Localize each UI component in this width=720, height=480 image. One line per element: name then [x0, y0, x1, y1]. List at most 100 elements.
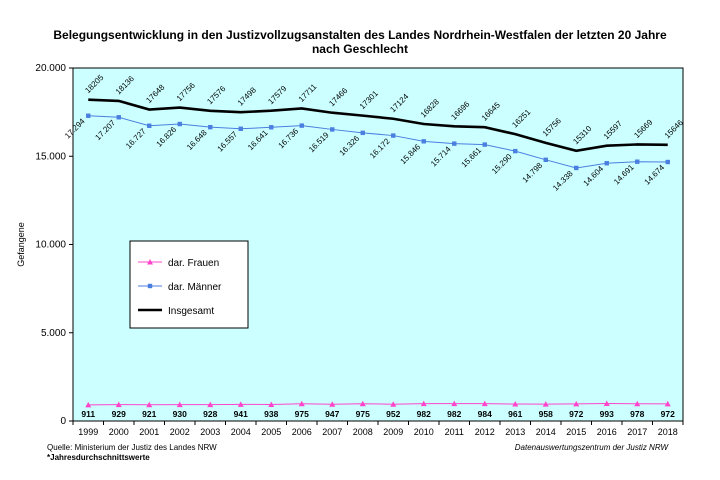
data-label-frauen: 921 [142, 409, 156, 419]
source-note: Quelle: Ministerium der Justiz des Lande… [47, 443, 217, 452]
data-label-frauen: 982 [447, 409, 461, 419]
x-tick-label: 2004 [231, 427, 251, 437]
x-tick-label: 2001 [139, 427, 159, 437]
data-label-frauen: 984 [478, 409, 492, 419]
x-tick-label: 2017 [627, 427, 647, 437]
data-label-frauen: 993 [600, 409, 614, 419]
data-label-frauen: 958 [539, 409, 553, 419]
data-point-frauen [207, 401, 214, 408]
data-point-frauen [603, 400, 610, 406]
x-tick-label: 2005 [261, 427, 281, 437]
x-tick-label: 2013 [505, 427, 525, 437]
x-tick-label: 2002 [170, 427, 190, 437]
data-point-frauen [146, 401, 153, 408]
data-point-frauen [481, 400, 488, 407]
legend-label-frauen: dar. Frauen [168, 258, 219, 269]
data-label-frauen: 929 [112, 409, 126, 419]
data-point-frauen [664, 400, 671, 407]
data-point-maenner [330, 127, 335, 132]
x-tick-label: 2000 [109, 427, 129, 437]
legend-marker-maenner [147, 283, 153, 289]
data-label-frauen: 975 [356, 409, 370, 419]
data-point-frauen [359, 400, 366, 407]
data-label-frauen: 911 [81, 409, 95, 419]
y-axis-label: Gefangene [16, 222, 26, 267]
data-point-maenner [665, 159, 670, 165]
x-tick-label: 2014 [536, 427, 556, 437]
y-tick-label: 5.000 [41, 328, 66, 339]
data-label-frauen: 952 [386, 409, 400, 419]
data-point-frauen [115, 401, 122, 408]
x-tick-label: 2006 [292, 427, 312, 437]
data-point-maenner [360, 130, 365, 136]
data-point-frauen [512, 401, 519, 407]
data-point-frauen [542, 401, 549, 407]
data-point-maenner [147, 123, 152, 128]
x-tick-label: 2018 [658, 427, 678, 437]
data-point-maenner [208, 124, 213, 130]
data-point-frauen [237, 401, 244, 407]
data-point-maenner [299, 123, 304, 128]
data-point-maenner [116, 115, 121, 120]
legend-marker-frauen [147, 259, 153, 265]
data-label-frauen: 928 [203, 409, 217, 419]
data-point-frauen [298, 400, 305, 407]
chart-title-line1: Belegungsentwicklung in den Justizvollzu… [53, 28, 667, 42]
data-point-maenner [177, 121, 182, 127]
x-tick-label: 2012 [475, 427, 495, 437]
x-tick-label: 1999 [78, 427, 98, 437]
data-point-frauen [268, 401, 275, 407]
data-point-maenner [604, 161, 609, 166]
legend-label-maenner: dar. Männer [168, 282, 222, 293]
data-point-maenner [513, 148, 518, 154]
data-label-frauen: 961 [508, 409, 522, 419]
data-label-frauen: 982 [417, 409, 431, 419]
data-label-frauen: 972 [661, 409, 675, 419]
data-point-frauen [390, 401, 397, 407]
y-tick-label: 15.000 [35, 151, 66, 162]
data-point-maenner [86, 113, 91, 118]
x-tick-label: 2003 [200, 427, 220, 437]
data-point-maenner [269, 125, 274, 130]
x-tick-label: 2010 [414, 427, 434, 437]
series-line-insgesamt [88, 98, 668, 153]
x-tick-label: 2009 [383, 427, 403, 437]
data-point-maenner [421, 139, 426, 144]
data-point-frauen [329, 401, 336, 407]
footnote: *Jahresdurchschnittswerte [47, 453, 150, 462]
series-line-maenner [88, 115, 668, 169]
y-tick-label: 0 [60, 416, 66, 427]
data-point-frauen [85, 401, 92, 408]
x-tick-label: 2015 [566, 427, 586, 437]
data-label-frauen: 947 [325, 409, 339, 419]
data-label-frauen: 938 [264, 409, 278, 419]
legend-label-insgesamt: Insgesamt [168, 306, 214, 317]
data-point-frauen [420, 400, 427, 407]
data-point-maenner [543, 157, 548, 163]
data-point-frauen [176, 401, 183, 408]
data-label-frauen: 930 [173, 409, 187, 419]
organization-credit: Datenauswertungszentrum der Justiz NRW [514, 443, 668, 452]
data-point-frauen [634, 400, 641, 407]
y-tick-label: 20.000 [35, 63, 66, 74]
data-label-frauen: 972 [569, 409, 583, 419]
data-point-maenner [482, 142, 487, 147]
data-label-frauen: 975 [295, 409, 309, 419]
y-tick-label: 10.000 [35, 240, 66, 251]
x-tick-label: 2007 [322, 427, 342, 437]
data-point-maenner [238, 126, 243, 131]
data-label-frauen: 941 [234, 409, 248, 419]
x-tick-label: 2016 [597, 427, 617, 437]
data-point-maenner [391, 133, 396, 138]
x-tick-label: 2008 [353, 427, 373, 437]
chart-title-line2: nach Geschlecht [311, 42, 409, 56]
data-point-maenner [635, 159, 640, 164]
data-point-maenner [452, 141, 457, 146]
series-line-frauen [88, 402, 668, 406]
data-point-frauen [573, 400, 580, 407]
x-tick-label: 2011 [445, 427, 464, 437]
data-point-maenner [574, 165, 579, 171]
data-point-frauen [451, 400, 458, 407]
data-label-frauen: 978 [630, 409, 644, 419]
